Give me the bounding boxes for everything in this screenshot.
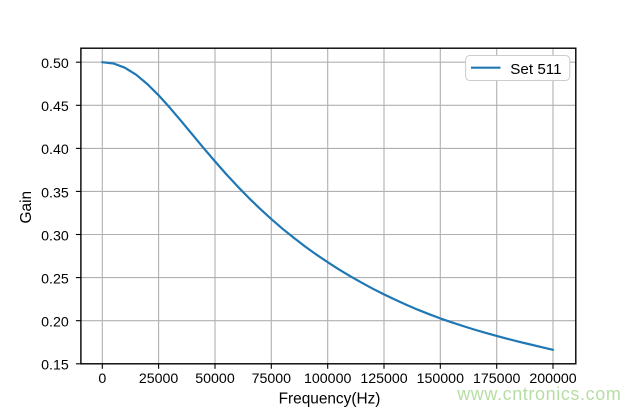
svg-text:Frequency(Hz): Frequency(Hz) bbox=[279, 391, 381, 408]
svg-text:0.20: 0.20 bbox=[41, 315, 69, 331]
svg-text:150000: 150000 bbox=[417, 371, 464, 387]
svg-text:Set 511: Set 511 bbox=[510, 61, 561, 78]
svg-text:0.25: 0.25 bbox=[41, 271, 69, 287]
svg-text:0.35: 0.35 bbox=[41, 185, 69, 201]
svg-text:75000: 75000 bbox=[252, 371, 292, 387]
svg-text:www.cntronics.com: www.cntronics.com bbox=[456, 384, 621, 404]
svg-text:0.15: 0.15 bbox=[41, 358, 69, 374]
svg-text:Gain: Gain bbox=[18, 191, 35, 224]
svg-text:200000: 200000 bbox=[529, 371, 576, 387]
svg-text:175000: 175000 bbox=[473, 371, 520, 387]
svg-text:50000: 50000 bbox=[195, 371, 235, 387]
svg-text:125000: 125000 bbox=[360, 371, 407, 387]
svg-text:0.40: 0.40 bbox=[41, 142, 69, 158]
svg-text:0.30: 0.30 bbox=[41, 228, 69, 244]
svg-text:100000: 100000 bbox=[304, 371, 351, 387]
svg-text:25000: 25000 bbox=[139, 371, 179, 387]
svg-text:0: 0 bbox=[98, 371, 106, 387]
svg-text:0.45: 0.45 bbox=[41, 99, 69, 115]
svg-text:0.50: 0.50 bbox=[41, 56, 69, 72]
